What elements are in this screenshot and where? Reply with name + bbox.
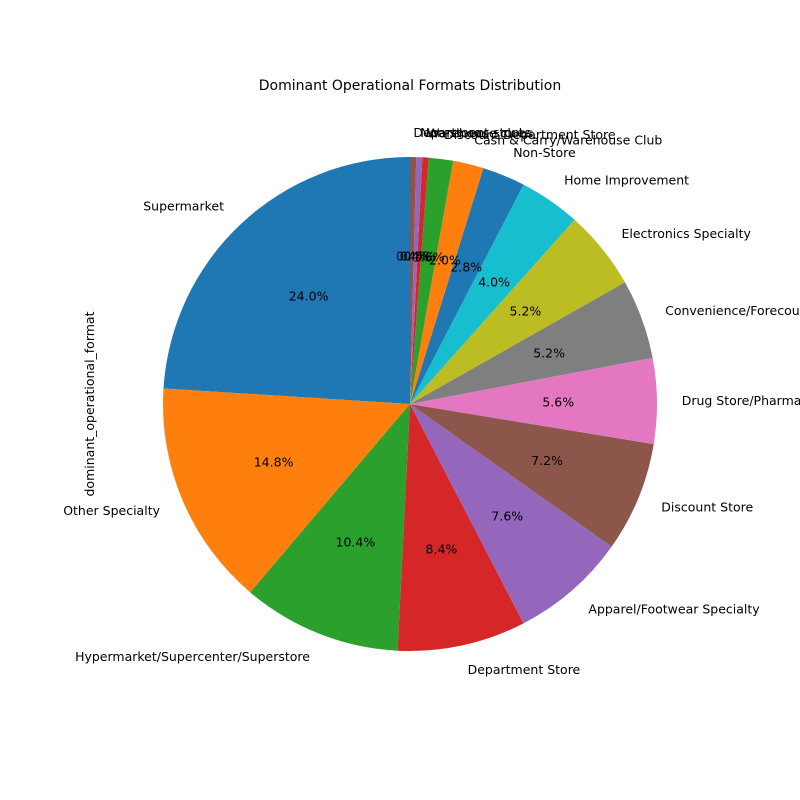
pie-percent-label: 7.6% xyxy=(491,508,523,523)
pie-slice xyxy=(410,157,454,404)
pie-percent-label: 0.4% xyxy=(400,248,432,263)
pie-slice xyxy=(410,157,429,404)
pie-percent-label: 0.4% xyxy=(403,249,435,264)
pie-category-label: Warehouse clubs xyxy=(427,125,533,140)
pie-slice xyxy=(397,404,524,652)
pie-category-label: Other Specialty xyxy=(63,503,160,518)
pie-percent-label: 4.0% xyxy=(478,275,510,290)
pie-percent-label: 24.0% xyxy=(289,289,329,304)
pie-slice xyxy=(410,160,484,404)
pie-percent-label: 5.2% xyxy=(510,304,542,319)
pie-category-label: Home Improvement xyxy=(564,173,689,188)
pie-percent-label: 14.8% xyxy=(254,455,294,470)
pie-percent-label: 5.6% xyxy=(542,395,574,410)
pie-percent-label: 0.4% xyxy=(396,248,428,263)
pie-percent-label: 1.6% xyxy=(413,250,445,265)
pie-slice xyxy=(410,404,612,624)
pie-slices xyxy=(163,157,657,652)
pie-category-label: Electronics Specialty xyxy=(622,226,752,241)
pie-category-label: Non-store xyxy=(420,125,481,140)
pie-slice xyxy=(410,157,417,404)
pie-slice xyxy=(410,157,423,404)
pie-slice xyxy=(410,184,575,404)
pie-category-label: Cash & Carry/Warehouse Club xyxy=(474,133,662,148)
pie-category-label: Drug Store/Pharmacy xyxy=(682,393,800,408)
y-axis-label: dominant_operational_format xyxy=(82,311,97,496)
pie-category-label: Department Store xyxy=(468,662,581,677)
pie-percent-label: 8.4% xyxy=(426,541,458,556)
pie-slice xyxy=(410,168,524,404)
pie-percent-label: 2.8% xyxy=(450,259,482,274)
pie-slice xyxy=(410,404,654,547)
pie-category-label: Hypermarket/Supercenter/Superstore xyxy=(75,649,310,664)
pie-category-label: Convenience/Forecourt Store xyxy=(665,303,800,318)
pie-slice xyxy=(410,219,625,404)
pie-slice xyxy=(163,157,410,404)
pie-category-label: Discount Department Store xyxy=(444,127,616,142)
pie-slice xyxy=(163,388,410,593)
pie-category-label: Apparel/Footwear Specialty xyxy=(588,601,760,616)
pie-slice xyxy=(410,282,653,404)
pie-category-label: Supermarket xyxy=(143,198,224,213)
chart-title: Dominant Operational Formats Distributio… xyxy=(259,78,561,94)
pie-category-label: Non-Store xyxy=(513,145,576,160)
pie-slice xyxy=(410,357,657,445)
pie-percent-label: 5.2% xyxy=(533,345,565,360)
pie-category-labels: Supermarket Other Specialty Hypermarket/Su… xyxy=(63,125,800,677)
pie-slice xyxy=(250,404,410,651)
pie-percent-label: 10.4% xyxy=(336,534,376,549)
pie-category-label: Discount Store xyxy=(661,500,753,515)
pie-percent-label: 2.0% xyxy=(429,253,461,268)
pie-percent-label: 7.2% xyxy=(531,453,563,468)
pie-percent-labels: 24.0%14.8%10.4% 8.4%7.6%7.2%5.6%5.2%5.2%4… xyxy=(254,248,574,556)
pie-category-label: Department stores xyxy=(413,125,531,140)
